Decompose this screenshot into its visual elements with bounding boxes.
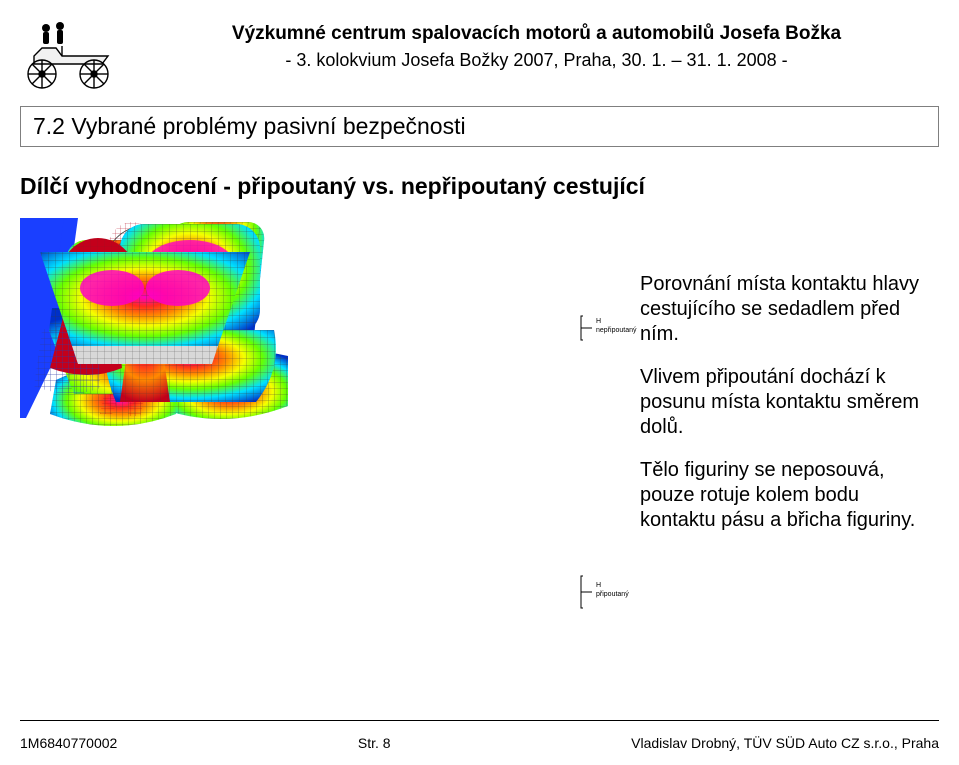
dim-h-top: [580, 314, 594, 342]
header-line2: - 3. kolokvium Josefa Božky 2007, Praha,…: [134, 48, 939, 72]
header: Výzkumné centrum spalovacích motorů a au…: [0, 0, 959, 92]
label-bottom: připoutaný: [596, 591, 629, 598]
slide-subheading: Dílčí vyhodnocení - připoutaný vs. nepři…: [20, 173, 939, 200]
para-1: Porovnání místa kontaktu hlavy cestující…: [640, 272, 940, 347]
right-text: Porovnání místa kontaktu hlavy cestující…: [640, 272, 940, 551]
content-area: H nepřipoutaný: [20, 218, 939, 658]
logo: [12, 14, 122, 92]
para-2: Vlivem připoutání dochází k posunu místa…: [640, 365, 940, 440]
figure-head-contour-bottom: [20, 218, 270, 404]
label-h-top: H: [596, 318, 601, 325]
footer-left: 1M6840770002: [20, 735, 117, 751]
footer-rule: [20, 720, 939, 721]
para-3: Tělo figuriny se neposouvá, pouze rotuje…: [640, 458, 940, 533]
label-h-bottom: H: [596, 582, 601, 589]
footer-right: Vladislav Drobný, TÜV SÜD Auto CZ s.r.o.…: [631, 735, 939, 751]
footer: 1M6840770002 Str. 8 Vladislav Drobný, TÜ…: [20, 735, 939, 751]
slide-title: 7.2 Vybrané problémy pasivní bezpečnosti: [20, 106, 939, 147]
header-line1: Výzkumné centrum spalovacích motorů a au…: [134, 22, 939, 46]
label-top: nepřipoutaný: [596, 327, 636, 334]
dim-h-bottom: [580, 574, 594, 610]
header-text: Výzkumné centrum spalovacích motorů a au…: [134, 14, 939, 72]
footer-center: Str. 8: [358, 735, 391, 751]
